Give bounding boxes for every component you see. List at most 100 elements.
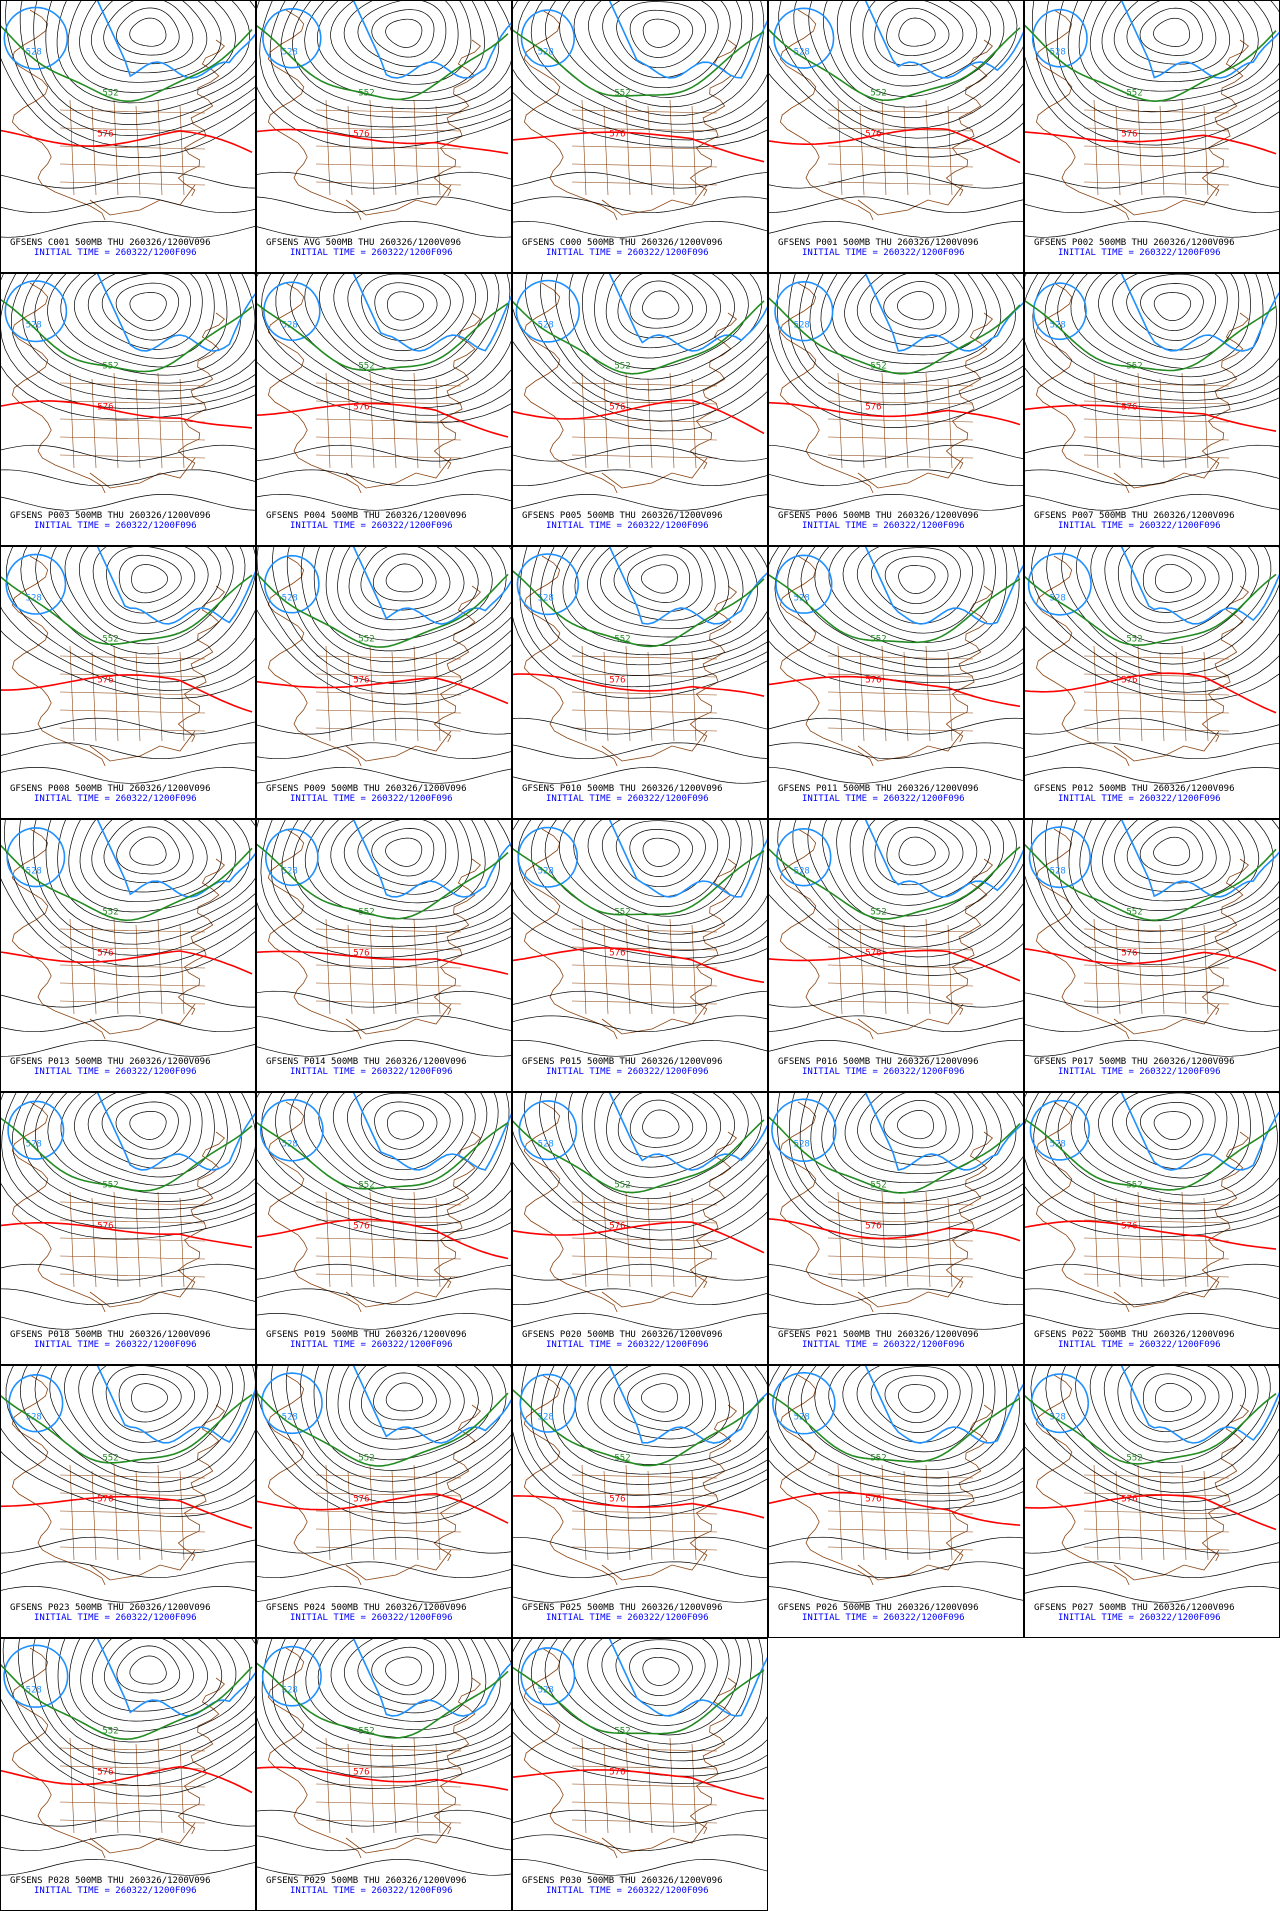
- height-contour: [385, 18, 423, 48]
- height-contour: [594, 1092, 736, 1178]
- coastline: [601, 184, 708, 216]
- height-contour: [19, 1365, 256, 1493]
- state-border: [827, 1255, 974, 1260]
- height-contour: [256, 546, 512, 695]
- coastline: [89, 1549, 196, 1581]
- height-contour: [587, 819, 731, 907]
- contour-label: 528: [1050, 1413, 1066, 1423]
- contour-528: [1120, 546, 1280, 625]
- state-border: [903, 924, 909, 1015]
- height-contour: [850, 0, 991, 87]
- contour-528: [1030, 1373, 1090, 1434]
- contour-528: [1027, 552, 1092, 616]
- height-contour: [1140, 1102, 1204, 1150]
- state-border: [1083, 655, 1230, 660]
- state-border: [625, 1464, 631, 1561]
- coastline: [1035, 828, 1130, 1040]
- contour-label: 576: [609, 1768, 625, 1778]
- height-contour: [0, 1312, 256, 1330]
- height-contour: [768, 327, 1024, 428]
- height-contour: [11, 273, 256, 400]
- height-contour: [1117, 1365, 1233, 1443]
- height-contour: [92, 546, 209, 624]
- contour-label: 576: [865, 403, 881, 413]
- coastline: [945, 39, 994, 197]
- state-border: [571, 1273, 718, 1278]
- contour-label: 552: [614, 89, 630, 99]
- state-border: [1203, 924, 1209, 1015]
- state-border: [59, 1765, 206, 1770]
- height-contour: [0, 273, 256, 420]
- height-contour: [512, 1365, 768, 1519]
- map-panel: 528 552 576 GFSENS P016 500MB THU 260326/12…: [768, 819, 1024, 1092]
- height-contour: [768, 1039, 1024, 1057]
- state-border: [59, 1510, 206, 1515]
- state-border: [69, 1737, 75, 1834]
- height-contour: [45, 0, 256, 114]
- coastline: [177, 585, 226, 743]
- state-border: [1203, 105, 1209, 196]
- height-contour: [530, 1638, 768, 1762]
- height-contour: [768, 990, 1024, 1008]
- height-contour: [1057, 819, 1280, 943]
- state-border: [1083, 709, 1230, 714]
- height-contour: [256, 1288, 512, 1306]
- height-contour: [768, 1145, 1024, 1248]
- contour-528: [774, 280, 834, 342]
- height-contour: [512, 1312, 768, 1330]
- contour-label: 528: [282, 1413, 298, 1423]
- map-area: 528 552 576 GFSENS P006 500MB THU 260326/12…: [768, 273, 1024, 546]
- coastline: [345, 1276, 452, 1308]
- state-border: [1093, 1464, 1099, 1561]
- panel-title: GFSENS AVG 500MB THU 260326/1200V096: [266, 238, 461, 248]
- contour-label: 528: [1050, 1140, 1066, 1150]
- contour-528: [352, 273, 512, 352]
- state-border: [315, 1492, 462, 1497]
- height-contour: [0, 1834, 256, 1852]
- map-panel: 528 552 576 GFSENS P025 500MB THU 260326/12…: [512, 1365, 768, 1638]
- height-contour: [286, 546, 512, 674]
- contour-552: [1024, 24, 1277, 103]
- contour-528: [96, 0, 256, 79]
- initial-time: INITIAL TIME = 260322/1200F096: [34, 521, 197, 531]
- height-contour: [1084, 1092, 1251, 1188]
- panel-background: [1024, 819, 1280, 1092]
- coastline: [433, 1404, 482, 1562]
- state-border: [1137, 1191, 1143, 1288]
- coastline: [267, 555, 362, 767]
- height-contour: [512, 1263, 768, 1281]
- height-contour: [1044, 819, 1280, 954]
- contour-576: [512, 1221, 765, 1254]
- height-contour: [293, 819, 512, 928]
- contour-552: [1024, 573, 1277, 647]
- height-contour: [78, 546, 222, 634]
- panel-title: GFSENS P002 500MB THU 260326/1200V096: [1034, 238, 1234, 248]
- map-panel: 528 552 576 GFSENS P029 500MB THU 260326/12…: [256, 1638, 512, 1911]
- contour-552: [1024, 1118, 1277, 1191]
- state-border: [69, 1464, 75, 1561]
- coastline: [1201, 39, 1250, 197]
- initial-time: INITIAL TIME = 260322/1200F096: [802, 248, 965, 258]
- height-contour: [256, 196, 512, 214]
- coastline: [433, 312, 482, 470]
- height-contour: [103, 1638, 194, 1703]
- height-contour: [512, 742, 768, 760]
- contour-552: [512, 1666, 765, 1735]
- height-contour: [1024, 1263, 1280, 1281]
- state-border: [1083, 145, 1230, 150]
- coastline: [1113, 184, 1220, 216]
- height-contour: [1079, 819, 1274, 922]
- height-contour: [347, 1092, 464, 1171]
- height-contour: [0, 742, 256, 760]
- contour-552: [0, 298, 253, 373]
- coastline: [267, 1374, 362, 1586]
- contour-528: [518, 1100, 578, 1161]
- height-contour: [281, 819, 512, 937]
- state-border: [135, 1743, 141, 1834]
- height-contour: [814, 1365, 1008, 1471]
- contour-576: [1024, 404, 1277, 432]
- state-border: [827, 454, 974, 459]
- map-panel: 528 552 576 GFSENS P012 500MB THU 260326/12…: [1024, 546, 1280, 819]
- state-border: [91, 105, 97, 196]
- coastline: [345, 1549, 452, 1581]
